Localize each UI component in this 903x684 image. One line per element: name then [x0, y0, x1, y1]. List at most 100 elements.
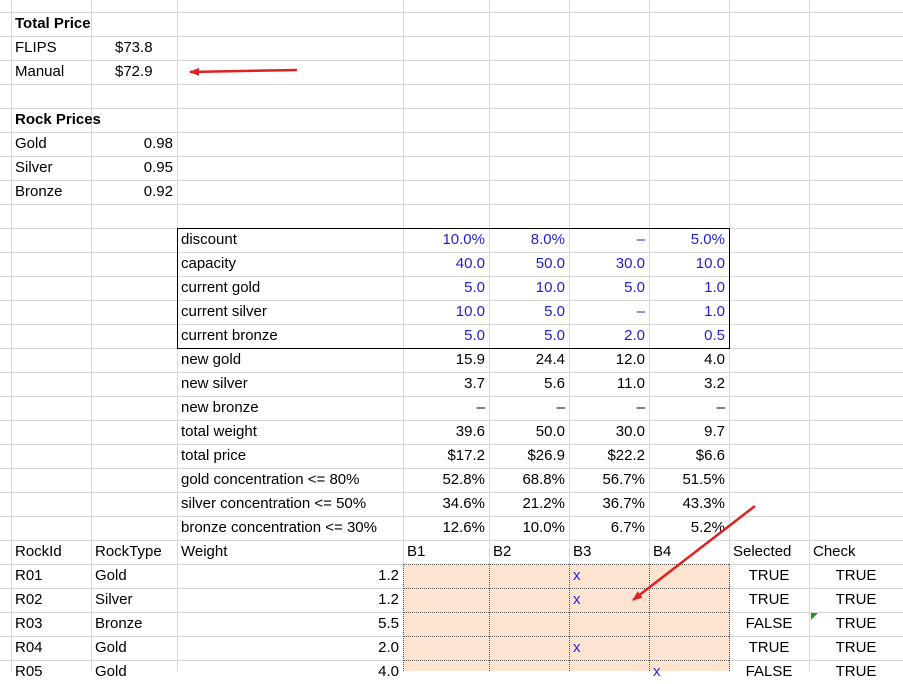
bin-input-label[interactable]: current bronze [181, 327, 278, 344]
bin-calc-label[interactable]: new gold [181, 351, 242, 368]
rock-table-cell[interactable]: 2.0 [378, 639, 399, 656]
rock-table-cell[interactable] [403, 564, 489, 588]
rock-table-cell[interactable]: TRUE [835, 663, 877, 680]
bin-calc-value[interactable]: 4.0 [704, 351, 725, 368]
bin-input-value[interactable]: 1.0 [704, 279, 725, 296]
bin-calc-value[interactable]: $17.2 [447, 447, 485, 464]
bin-calc-value[interactable]: 12.0 [615, 351, 645, 368]
bin-input-value[interactable]: 10.0% [442, 231, 485, 248]
rock-table-cell[interactable]: 1.2 [378, 567, 399, 584]
bin-calc-value[interactable]: 36.7% [602, 495, 645, 512]
bin-calc-value[interactable]: 50.0 [535, 423, 565, 440]
bin-calc-value[interactable]: 68.8% [522, 471, 565, 488]
rock-table-cell[interactable]: TRUE [748, 567, 790, 584]
rock-table-cell[interactable]: R03 [15, 615, 43, 632]
rock-table-header[interactable]: Weight [181, 543, 228, 560]
rock-table-cell[interactable]: TRUE [748, 591, 790, 608]
bin-calc-value[interactable]: 5.2% [690, 519, 725, 536]
rock-table-cell[interactable]: R01 [15, 567, 43, 584]
bin-calc-value[interactable]: 11.0 [616, 375, 645, 392]
rock-table-cell[interactable]: x [573, 591, 581, 608]
bin-calc-value[interactable]: 30.0 [615, 423, 645, 440]
rock-table-cell[interactable] [489, 660, 569, 684]
rock-table-header[interactable]: RockType [95, 543, 162, 560]
rock-price-value[interactable]: 0.95 [143, 159, 173, 176]
bin-input-value[interactable]: – [636, 303, 645, 320]
rock-table-header[interactable]: Check [813, 543, 856, 560]
bin-calc-value[interactable]: 9.7 [704, 423, 725, 440]
rock-price-label[interactable]: Bronze [15, 183, 63, 200]
rock-table-cell[interactable] [489, 636, 569, 660]
bin-calc-value[interactable]: 56.7% [602, 471, 645, 488]
bin-input-value[interactable]: – [636, 231, 645, 248]
bin-calc-value[interactable]: 6.7% [610, 519, 645, 536]
bin-input-value[interactable]: 5.0% [690, 231, 725, 248]
rock-table-cell[interactable]: 1.2 [378, 591, 399, 608]
bin-calc-value[interactable]: 10.0% [522, 519, 565, 536]
rock-table-cell[interactable]: R05 [15, 663, 43, 680]
bin-calc-label[interactable]: total weight [181, 423, 257, 440]
rock-table-cell[interactable]: TRUE [748, 639, 790, 656]
rock-table-header[interactable]: B1 [407, 543, 426, 560]
bin-input-value[interactable]: 5.0 [624, 279, 645, 296]
rock-table-cell[interactable] [649, 636, 729, 660]
rock-price-value[interactable]: 0.98 [143, 135, 173, 152]
bin-input-label[interactable]: current gold [181, 279, 261, 296]
rock-table-cell[interactable] [489, 612, 569, 636]
total-price-value[interactable]: $73.8 [115, 39, 153, 56]
bin-calc-value[interactable]: – [716, 399, 725, 416]
rock-table-cell[interactable] [569, 660, 649, 684]
bin-calc-value[interactable]: 51.5% [682, 471, 725, 488]
total-price-value[interactable]: $72.9 [115, 63, 153, 80]
bin-input-value[interactable]: 50.0 [535, 255, 565, 272]
rock-table-cell[interactable] [649, 612, 729, 636]
bin-input-value[interactable]: 8.0% [530, 231, 565, 248]
rock-table-cell[interactable]: x [573, 567, 581, 584]
rock-table-header[interactable]: B3 [573, 543, 592, 560]
bin-calc-value[interactable]: 34.6% [442, 495, 485, 512]
rock-table-cell[interactable]: TRUE [835, 591, 877, 608]
rock-table-header[interactable]: RockId [15, 543, 62, 560]
bin-input-value[interactable]: 5.0 [464, 279, 485, 296]
rock-table-cell[interactable] [649, 588, 729, 612]
bin-input-label[interactable]: current silver [181, 303, 267, 320]
bin-input-value[interactable]: 10.0 [695, 255, 725, 272]
bin-calc-label[interactable]: new silver [181, 375, 248, 392]
rock-table-cell[interactable]: FALSE [745, 615, 793, 632]
total-price-label[interactable]: Manual [15, 63, 65, 80]
rock-table-cell[interactable]: TRUE [835, 567, 877, 584]
bin-input-value[interactable]: 0.5 [704, 327, 725, 344]
bin-calc-value[interactable]: 24.4 [535, 351, 565, 368]
rock-table-cell[interactable]: TRUE [835, 639, 877, 656]
bin-calc-value[interactable]: 21.2% [522, 495, 565, 512]
total-price-title[interactable]: Total Price [15, 15, 91, 32]
bin-input-value[interactable]: 5.0 [544, 303, 565, 320]
rock-table-cell[interactable]: Gold [95, 567, 127, 584]
total-price-label[interactable]: FLIPS [15, 39, 57, 56]
rock-table-cell[interactable] [569, 612, 649, 636]
bin-calc-value[interactable]: – [556, 399, 565, 416]
bin-calc-label[interactable]: new bronze [181, 399, 259, 416]
rock-table-cell[interactable] [649, 564, 729, 588]
rock-table-cell[interactable]: Gold [95, 663, 127, 680]
bin-input-value[interactable]: 10.0 [455, 303, 485, 320]
rock-table-cell[interactable]: R04 [15, 639, 43, 656]
bin-calc-value[interactable]: 43.3% [682, 495, 725, 512]
rock-table-cell[interactable]: FALSE [745, 663, 793, 680]
bin-input-value[interactable]: 1.0 [704, 303, 725, 320]
rock-table-cell[interactable] [403, 660, 489, 684]
rock-table-cell[interactable]: R02 [15, 591, 43, 608]
rock-table-cell[interactable] [489, 564, 569, 588]
rock-table-cell[interactable]: Silver [95, 591, 133, 608]
rock-table-cell[interactable]: Bronze [95, 615, 143, 632]
rock-table-cell[interactable] [403, 636, 489, 660]
bin-calc-value[interactable]: 3.7 [464, 375, 485, 392]
rock-table-cell[interactable]: TRUE [835, 615, 877, 632]
rock-table-cell[interactable] [403, 612, 489, 636]
bin-input-value[interactable]: 10.0 [535, 279, 565, 296]
bin-calc-value[interactable]: $6.6 [695, 447, 725, 464]
comment-indicator-icon[interactable] [811, 613, 818, 620]
rock-price-value[interactable]: 0.92 [143, 183, 173, 200]
rock-price-label[interactable]: Gold [15, 135, 47, 152]
bin-calc-label[interactable]: total price [181, 447, 247, 464]
